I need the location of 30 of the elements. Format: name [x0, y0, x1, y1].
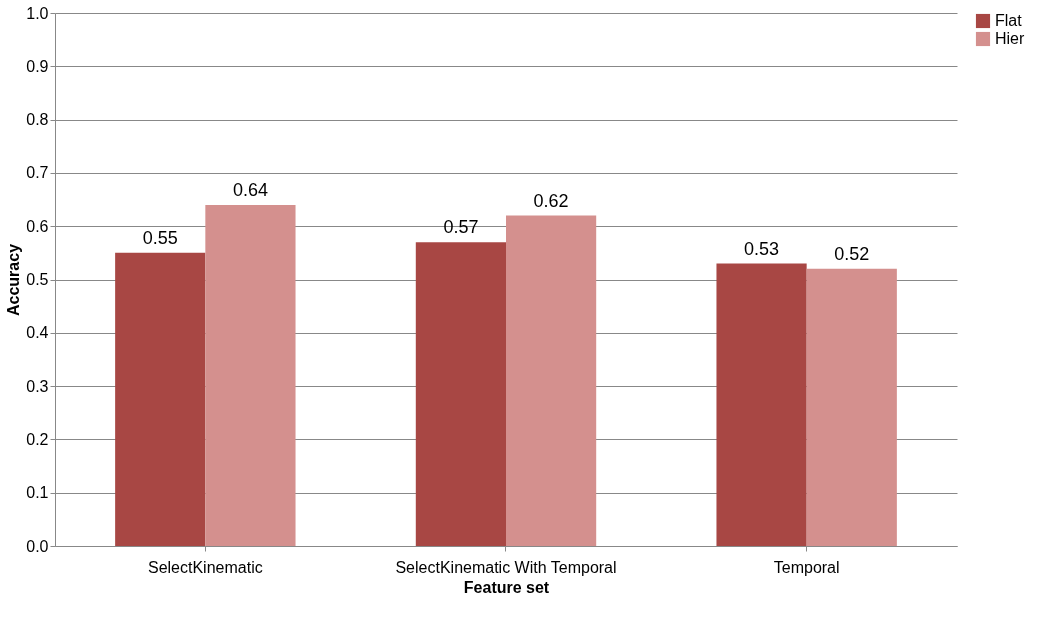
- y-axis-title: Accuracy: [5, 243, 23, 317]
- legend-label: Flat: [995, 12, 1023, 29]
- y-tick-label: 0.6: [26, 217, 49, 235]
- data-label: 0.64: [232, 179, 268, 200]
- y-tick-label: 0.9: [26, 57, 49, 75]
- legend-label: Hier: [995, 30, 1026, 47]
- y-tick-label: 0.2: [26, 430, 49, 448]
- x-tick-label: SelectKinematic: [147, 558, 263, 576]
- y-tick-label: 0.1: [26, 484, 49, 502]
- data-label: 0.55: [142, 227, 178, 248]
- y-tick-label: 0.7: [26, 164, 49, 182]
- x-tick-label: Temporal: [773, 558, 840, 576]
- y-tick-label: 0.3: [26, 377, 49, 395]
- x-tick-label: SelectKinematic With Temporal: [395, 558, 617, 576]
- y-tick-label: 0.0: [26, 537, 49, 555]
- data-label: 0.53: [744, 238, 780, 259]
- y-tick-label: 0.4: [26, 324, 49, 342]
- data-label: 0.52: [834, 243, 870, 264]
- data-label: 0.62: [533, 190, 569, 211]
- data-label: 0.57: [443, 217, 479, 238]
- bar: [115, 252, 206, 546]
- y-tick-label: 0.8: [26, 111, 49, 129]
- y-tick-label: 1.0: [26, 4, 49, 22]
- y-tick-label: 0.5: [26, 271, 49, 288]
- bar: [205, 204, 296, 546]
- bar: [806, 268, 897, 546]
- bar: [415, 242, 506, 546]
- bar: [506, 215, 597, 546]
- bar: [716, 263, 807, 546]
- x-axis-title: Feature set: [463, 578, 550, 596]
